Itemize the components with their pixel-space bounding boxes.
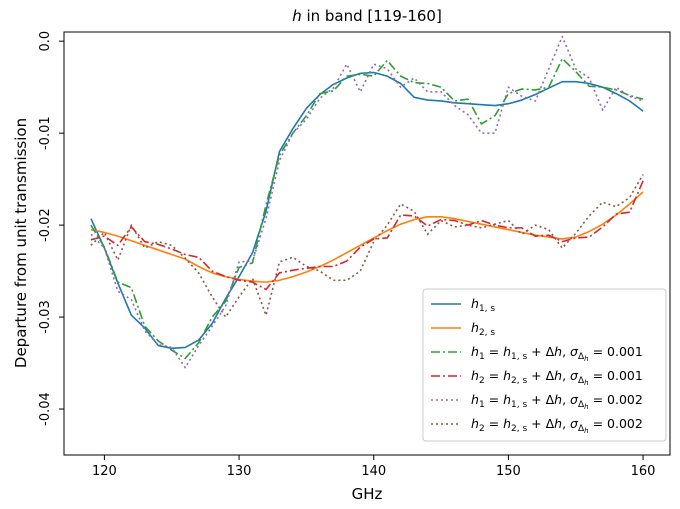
legend-entry-3: h1 = h1, s + Δh, σΔh = 0.001 [471,344,643,363]
series-line-6 [90,174,644,318]
y-tick-label: -0.02 [38,208,53,242]
series-line-4 [90,180,644,291]
plot-frame [63,31,671,456]
chart-title-text: h in band [119-160] [292,7,442,25]
y-tick-label: -0.04 [38,392,53,426]
x-tick-label: 140 [361,464,386,479]
series-line-2 [90,191,644,283]
y-axis: 0.0 -0.01 -0.02 -0.03 -0.04 [38,31,64,426]
y-tick-label: -0.01 [38,116,53,150]
y-tick-label: 0.0 [38,31,53,52]
title-h: h [292,7,302,25]
x-tick-label: 120 [92,464,117,479]
x-axis-label: GHz [352,485,383,503]
series-line-5 [90,35,644,369]
legend-entry-6: h2 = h2, s + Δh, σΔh = 0.002 [471,416,643,435]
title-rest: in band [119-160] [302,7,442,25]
x-tick-label: 160 [631,464,656,479]
x-axis: 120 130 140 150 160 [92,455,655,479]
x-tick-label: 150 [496,464,521,479]
series-layer [90,35,644,369]
chart-title: h in band [119-160] [292,7,442,25]
series-line-1 [90,71,644,350]
y-tick-label: -0.03 [38,300,53,334]
legend-entry-2: h2, s [471,320,495,338]
legend-entry-1: h1, s [471,296,495,314]
legend-box [422,288,667,442]
legend-entry-4: h2 = h2, s + Δh, σΔh = 0.001 [471,368,643,387]
x-tick-label: 130 [227,464,252,479]
series-line-3 [90,57,644,360]
y-axis-label: Departure from unit transmission [12,118,30,368]
legend-entry-5: h1 = h1, s + Δh, σΔh = 0.002 [471,392,643,411]
legend: h1, s h2, s h1 = h1, s + Δh, σΔh = 0.001 h2… [422,288,667,442]
